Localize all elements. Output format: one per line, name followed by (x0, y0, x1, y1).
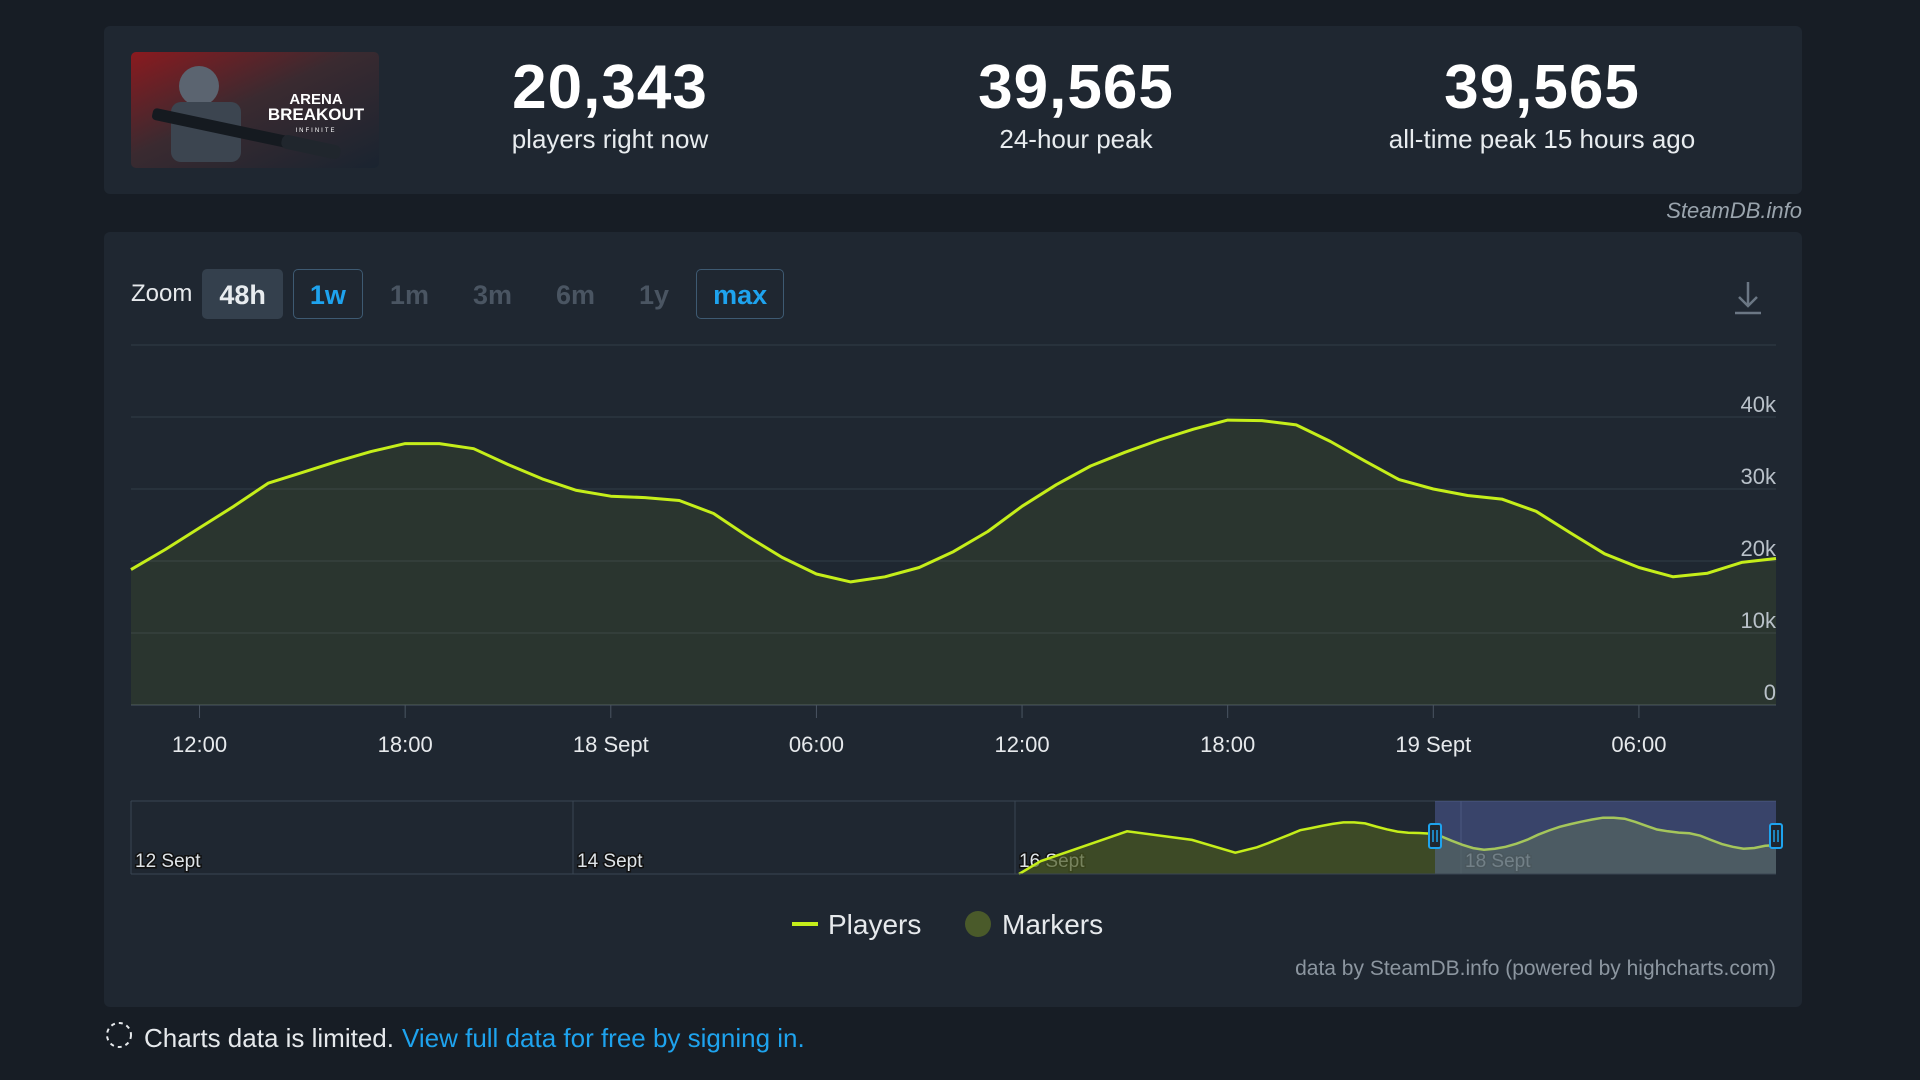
zoom-button-1w[interactable]: 1w (292, 269, 363, 319)
navigator-series-line (1018, 816, 1777, 876)
banner-text-breakout: BREAKOUT (268, 105, 365, 124)
zoom-label: Zoom (131, 280, 193, 307)
x-tick-label: 12:00 (995, 732, 1050, 757)
x-axis-ticks: 12:00 18:00 18 Sept 06:00 12:00 18:00 19 Sept 0… (172, 705, 1666, 757)
legend-label: Markers (1002, 909, 1103, 940)
x-tick-label: 18 Sept (573, 732, 649, 757)
stat-label: all-time peak 15 hours ago (1388, 124, 1696, 154)
chart-line-layer (130, 418, 1777, 584)
x-tick-label: 06:00 (789, 732, 844, 757)
steamdb-credit[interactable]: SteamDB.info (1666, 198, 1802, 223)
footer-text: Charts data is limited. (144, 1023, 394, 1053)
legend-label: Players (828, 909, 921, 940)
stat-value: 39,565 (1444, 53, 1640, 122)
stat-value: 39,565 (978, 53, 1174, 122)
zoom-button-max[interactable]: max (696, 269, 785, 319)
y-tick-label: 0 (1764, 680, 1776, 705)
zoom-button-3m[interactable]: 3m (472, 280, 512, 310)
x-tick-label: 12:00 (172, 732, 227, 757)
y-axis-ticks: 0 10k 20k 30k 40k (1741, 392, 1777, 705)
zoom-button-6m[interactable]: 6m (555, 280, 596, 310)
x-tick-label: 18:00 (378, 732, 433, 757)
navigator-selection[interactable] (1435, 801, 1776, 874)
navigator-handle-right[interactable] (1769, 823, 1783, 849)
sign-in-link[interactable]: View full data for free by signing in. (401, 1023, 805, 1053)
stats-panel: ARENA BREAKOUT INFINITE 20,343 players r… (104, 26, 1802, 194)
banner-text-infinite: INFINITE (296, 128, 337, 134)
zoom-controls: Zoom 48h 1w 1m 3m 6m 1y max (131, 269, 794, 319)
stat-value: 20,343 (512, 53, 708, 122)
legend-item-markers[interactable]: Markers (965, 909, 1103, 940)
players-series-line[interactable] (130, 418, 1777, 584)
legend-item-players[interactable]: Players (792, 909, 921, 940)
y-tick-label: 20k (1741, 536, 1777, 561)
chart-area (131, 420, 1776, 705)
zoom-button-48h[interactable]: 48h (202, 269, 283, 319)
chart-attribution[interactable]: data by SteamDB.info (powered by highcha… (1295, 957, 1776, 980)
x-tick-label: 19 Sept (1395, 732, 1471, 757)
stat-players-now: 20,343 players right now (400, 52, 820, 154)
navigator-date-label: 14 Sept (577, 851, 643, 872)
y-tick-label: 30k (1741, 464, 1777, 489)
y-tick-label: 10k (1741, 608, 1777, 633)
x-tick-label: 18:00 (1200, 732, 1255, 757)
stat-all-time-peak: 39,565 all-time peak 15 hours ago (1332, 52, 1752, 154)
zoom-button-1m[interactable]: 1m (389, 280, 429, 310)
stat-label: 24-hour peak (999, 124, 1153, 154)
y-tick-label: 40k (1741, 392, 1777, 417)
loading-circle-icon (104, 1020, 134, 1057)
footer-note: Charts data is limited. View full data f… (104, 1020, 805, 1057)
x-tick-label: 06:00 (1611, 732, 1666, 757)
stat-24h-peak: 39,565 24-hour peak (866, 52, 1286, 154)
players-area (131, 420, 1776, 705)
zoom-button-1y[interactable]: 1y (639, 280, 670, 310)
legend-swatch (965, 911, 991, 937)
navigator-handle-left[interactable] (1428, 823, 1442, 849)
chart-legend: Players Markers (792, 909, 1103, 940)
download-icon[interactable] (1732, 278, 1764, 323)
chart-panel: Zoom 48h 1w 1m 3m 6m 1y max 0 10k 20k 30k 40… (104, 232, 1802, 1007)
stat-label: players right now (511, 124, 709, 154)
banner-text-arena: ARENA (289, 91, 343, 108)
navigator-date-label: 12 Sept (135, 851, 201, 872)
game-banner-image[interactable]: ARENA BREAKOUT INFINITE (131, 52, 379, 168)
navigator-area (1019, 817, 1776, 874)
